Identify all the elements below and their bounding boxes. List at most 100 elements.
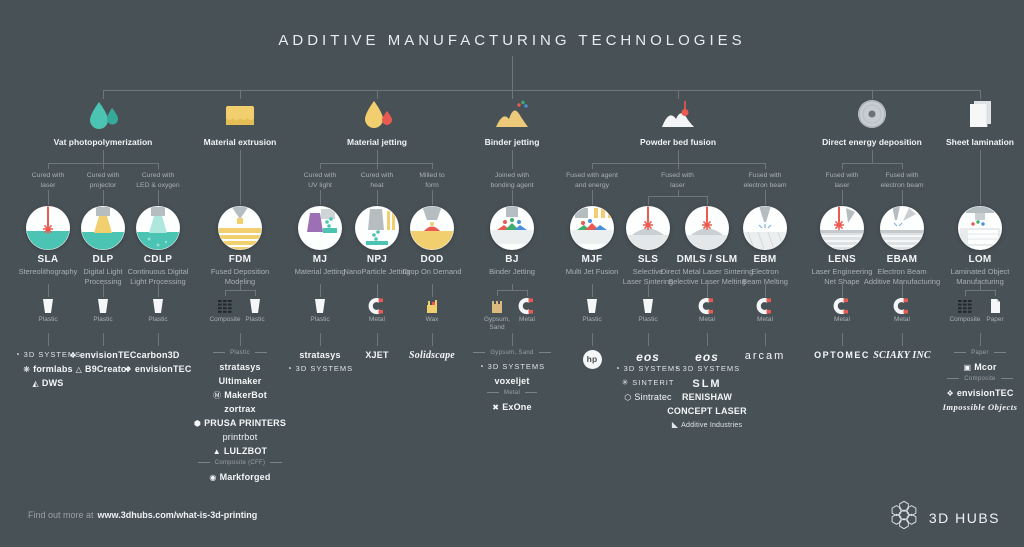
plastic-material-icon <box>246 297 264 320</box>
brand-name-text: Impossible Objects <box>942 402 1018 412</box>
connector-line <box>320 284 321 297</box>
method-label: Fused with electron beam <box>880 172 924 189</box>
connector-line <box>48 333 49 346</box>
mj-process-icon <box>297 205 343 256</box>
brand-name-text: PRUSA PRINTERS <box>204 418 287 428</box>
vat-drops-icon <box>86 99 120 138</box>
brand-glyph-icon: ◔ <box>286 364 293 373</box>
connector-line <box>527 290 528 296</box>
connector-line <box>103 163 104 169</box>
process-abbr: DOD <box>420 254 444 265</box>
connector-line <box>902 190 903 205</box>
connector-line <box>765 333 766 346</box>
material-label: Plastic <box>245 316 265 323</box>
category-label: Sheet lamination <box>945 137 1014 147</box>
connector-line <box>432 163 433 169</box>
brand-name: 3D HUBS <box>928 509 1000 526</box>
connector-line <box>678 150 679 163</box>
connector-line <box>158 190 159 205</box>
connector-line <box>497 290 498 296</box>
process-abbr: MJ <box>312 254 328 265</box>
brand-name-text: RENISHAW <box>681 392 733 402</box>
connector-line <box>240 90 241 99</box>
connector-line <box>512 56 513 90</box>
material-label: Metal <box>834 316 850 323</box>
ebm-process-icon <box>742 205 788 256</box>
brand-glyph-icon: ⬡ <box>624 393 632 402</box>
lens-process-icon <box>819 205 865 256</box>
connector-line <box>842 163 843 169</box>
3dhubs-hexagon-icon <box>888 499 920 536</box>
gypsum-material-icon <box>488 297 506 320</box>
footer-url-link[interactable]: www.3dhubs.com/what-is-3d-printing <box>97 510 258 520</box>
connector-line <box>377 333 378 346</box>
brand-glyph-icon: ◔ <box>478 362 485 371</box>
brand-glyph-icon: ◔ <box>614 364 621 373</box>
connector-line <box>765 284 766 297</box>
connector-line <box>592 284 593 297</box>
brand-logo-concept-laser: CONCEPT LASER <box>632 406 782 416</box>
material-label: Metal <box>699 316 715 323</box>
brand-glyph-icon: ✳ <box>621 378 630 387</box>
brand-logo-arcam: arcam <box>690 350 840 362</box>
connector-line <box>592 163 765 164</box>
material-label: Plastic <box>148 316 168 323</box>
brand-logo-envisiontec: ❖ envisionTEC <box>28 350 178 360</box>
brand-logo-carbon3d: carbon3D <box>83 350 233 360</box>
connector-line <box>103 90 980 91</box>
brand-glyph-icon: ❖ <box>124 365 132 374</box>
brand-glyph-icon: ◣ <box>671 420 679 429</box>
jetting-drops-icon <box>360 99 394 138</box>
brand-glyph-icon: ◭ <box>32 379 39 388</box>
brand-name-text: Mcor <box>974 362 997 372</box>
fdm-process-icon <box>217 205 263 256</box>
connector-line <box>980 333 981 346</box>
metal-material-icon <box>698 297 716 320</box>
brand-name-text: SINTERIT <box>632 378 675 387</box>
brand-name-text: Ultimaker <box>218 376 262 386</box>
brand-logo-3d-systems: ◔ 3D SYSTEMS <box>245 364 395 373</box>
brand-name-text: MakerBot <box>224 390 267 400</box>
metal-material-icon <box>893 297 911 320</box>
page-title: ADDITIVE MANUFACTURING TECHNOLOGIES <box>278 32 746 49</box>
process-name: Binder Jetting <box>489 267 535 276</box>
process-abbr: SLA <box>37 254 59 265</box>
material-label: Metal <box>757 316 773 323</box>
connector-line <box>648 284 649 297</box>
connector-line <box>842 284 843 297</box>
process-abbr: DMLS / SLM <box>676 254 738 265</box>
brand-glyph-icon: ◔ <box>673 364 680 373</box>
process-name: Laser Engineering Net Shape <box>811 267 873 287</box>
connector-line <box>512 333 513 346</box>
category-label: Material extrusion <box>203 137 277 147</box>
process-name: Digital Light Processing <box>83 267 123 287</box>
brand-logo-exone: ✖ ExOne <box>437 402 587 412</box>
process-abbr: LOM <box>968 254 992 265</box>
material-label: Metal <box>894 316 910 323</box>
brand-glyph-icon: ◔ <box>14 350 21 359</box>
connector-line <box>842 190 843 205</box>
method-label: Fused with laser <box>661 172 694 189</box>
connector-line <box>980 90 981 99</box>
brand-name-text: SLM <box>692 378 722 390</box>
brand-logo-dws: ◭ DWS <box>0 378 123 388</box>
connector-line <box>240 333 241 346</box>
brand-logo-sintratec: ⬡ Sintratec <box>573 392 723 402</box>
brand-glyph-icon: ✖ <box>492 403 500 412</box>
composite-material-icon <box>956 297 974 320</box>
brand-logo-3d-systems: ◔ 3D SYSTEMS <box>437 362 587 371</box>
brand-name-text: carbon3D <box>136 350 180 360</box>
connector-line <box>377 150 378 163</box>
brand-group-label: Plastic <box>175 350 305 356</box>
dmls-process-icon <box>684 205 730 256</box>
brand-name-text: voxeljet <box>494 376 530 386</box>
npj-process-icon <box>354 205 400 256</box>
connector-line <box>377 163 378 169</box>
footer-note: Find out more at www.3dhubs.com/what-is-3… <box>28 510 257 520</box>
brand-name-text: 3D SYSTEMS <box>623 364 682 373</box>
brand-name-text: DWS <box>41 378 64 388</box>
brand-glyph-icon: △ <box>75 365 83 374</box>
connector-line <box>225 290 255 291</box>
process-abbr: SLS <box>637 254 659 265</box>
